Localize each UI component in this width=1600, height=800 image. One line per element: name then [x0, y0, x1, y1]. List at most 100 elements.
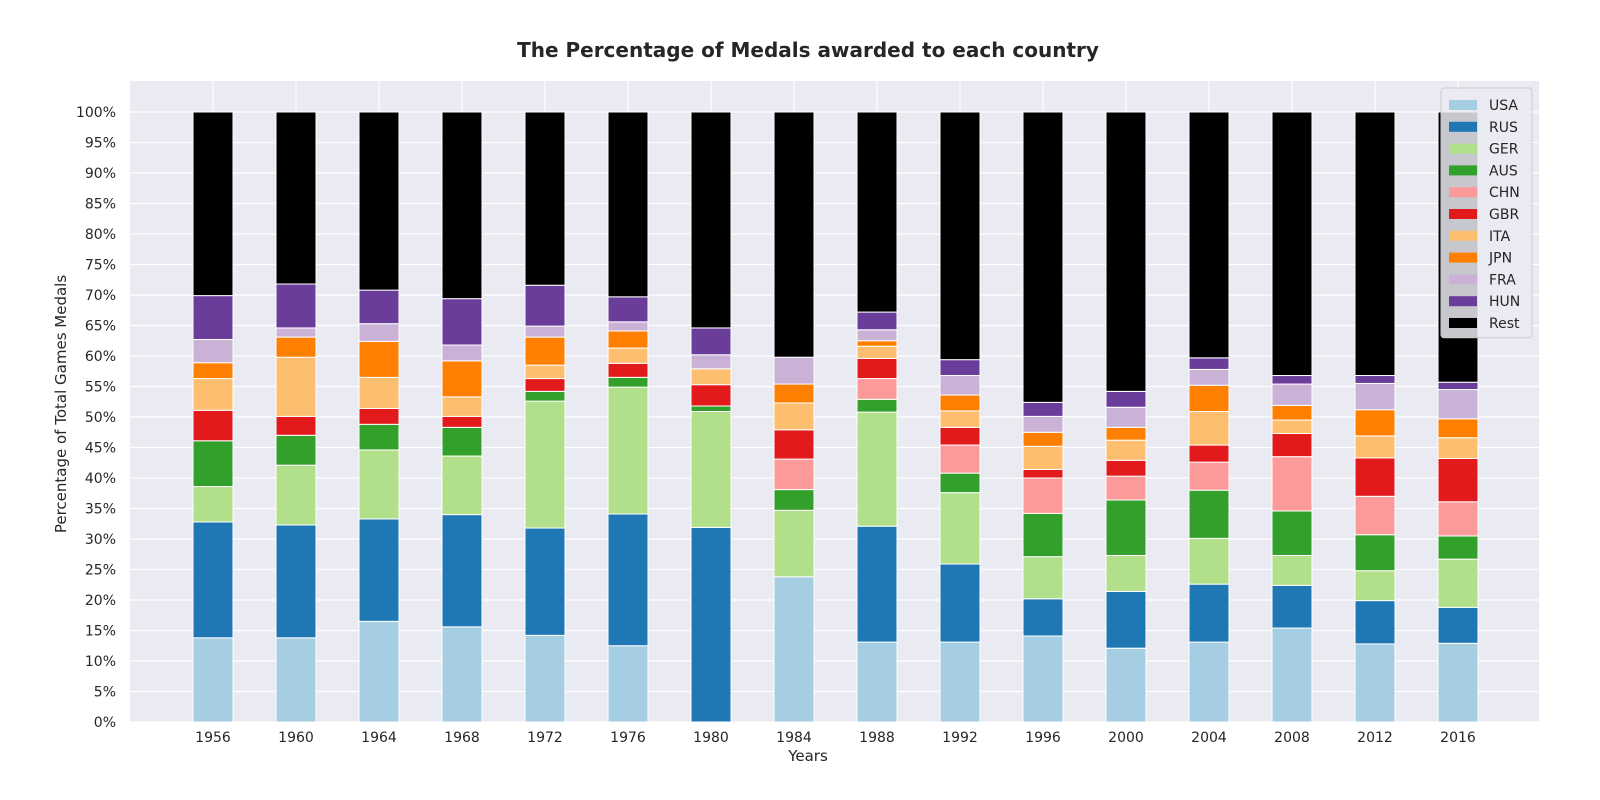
bar-segment-fra-1996: [1022, 415, 1064, 433]
bar-segment-usa-1996: [1022, 635, 1064, 723]
bar-segment-ita-2008: [1271, 419, 1313, 434]
y-tick-label: 75%: [85, 258, 116, 274]
y-tick-label: 80%: [85, 227, 116, 243]
bar-segment-fra-1960: [275, 327, 317, 338]
bar-segment-hun-1996: [1022, 401, 1064, 417]
bar-segment-fra-1980: [690, 354, 732, 370]
legend-swatch-ita: [1449, 230, 1477, 241]
legend-label-usa: USA: [1489, 98, 1518, 114]
bar-segment-aus-1976: [607, 376, 649, 388]
bar-segment-hun-1960: [275, 283, 317, 329]
bar-segment-jpn-1968: [441, 360, 483, 398]
y-tick-label: 45%: [85, 441, 116, 457]
x-tick-label: 1992: [942, 730, 978, 746]
bar-segment-gbr-1968: [441, 415, 483, 428]
y-tick-label: 100%: [76, 105, 116, 121]
bar-segment-rest-1992: [939, 111, 981, 361]
bar-segment-hun-1988: [856, 311, 898, 331]
bar-segment-ita-2000: [1105, 439, 1147, 461]
bar-segment-gbr-1980: [690, 384, 732, 407]
bar-segment-jpn-2004: [1188, 384, 1230, 413]
legend-swatch-ger: [1449, 143, 1477, 154]
bar-segment-fra-1992: [939, 375, 981, 396]
bar-segment-rus-2000: [1105, 590, 1147, 649]
bar-segment-jpn-1964: [358, 340, 400, 378]
bar-segment-chn-2004: [1188, 461, 1230, 491]
x-tick-label: 1972: [527, 730, 563, 746]
y-tick-label: 5%: [94, 685, 116, 701]
bar-segment-fra-1976: [607, 321, 649, 332]
bar-segment-ger-1972: [524, 400, 566, 529]
bar-segment-hun-1972: [524, 284, 566, 327]
bar-segment-hun-2012: [1354, 375, 1396, 384]
bar-segment-aus-1992: [939, 472, 981, 494]
bar-segment-usa-1976: [607, 645, 649, 723]
bar-segment-ger-1976: [607, 386, 649, 515]
bar-segment-fra-1988: [856, 329, 898, 342]
bar-segment-chn-1984: [773, 458, 815, 491]
bar-segment-chn-2000: [1105, 475, 1147, 501]
y-tick-label: 90%: [85, 166, 116, 182]
y-tick-label: 25%: [85, 563, 116, 579]
bar-segment-ita-2012: [1354, 435, 1396, 459]
bar-segment-ita-1984: [773, 402, 815, 431]
x-tick-label: 1996: [1025, 730, 1061, 746]
x-tick-label: 2008: [1274, 730, 1310, 746]
legend-label-rest: Rest: [1489, 316, 1520, 332]
bar-segment-fra-1964: [358, 323, 400, 342]
bar-segment-usa-1964: [358, 620, 400, 723]
bar-segment-gbr-2004: [1188, 444, 1230, 463]
bar-segment-aus-1984: [773, 489, 815, 511]
bar-segment-jpn-2016: [1437, 418, 1479, 439]
y-tick-label: 30%: [85, 532, 116, 548]
x-tick-label: 2016: [1440, 730, 1476, 746]
x-tick-label: 2012: [1357, 730, 1393, 746]
bar-segment-chn-2016: [1437, 501, 1479, 537]
legend-swatch-rus: [1449, 121, 1477, 132]
bar-segment-ger-1980: [690, 411, 732, 528]
bar-segment-ger-2004: [1188, 537, 1230, 585]
x-tick-label: 1976: [610, 730, 646, 746]
bar-segment-usa-2016: [1437, 642, 1479, 723]
bar-segment-usa-2004: [1188, 641, 1230, 723]
bar-segment-ita-2016: [1437, 437, 1479, 459]
bar-segment-ger-2000: [1105, 554, 1147, 592]
bar-segment-ita-1960: [275, 356, 317, 417]
bar-segment-rest-2000: [1105, 111, 1147, 392]
legend-swatch-aus: [1449, 165, 1477, 176]
bar-segment-usa-1972: [524, 634, 566, 723]
y-tick-label: 55%: [85, 380, 116, 396]
y-tick-label: 85%: [85, 197, 116, 213]
bar-segment-rest-2008: [1271, 111, 1313, 377]
bar-segment-jpn-1996: [1022, 431, 1064, 447]
x-tick-label: 1964: [361, 730, 397, 746]
bar-segment-jpn-2012: [1354, 409, 1396, 437]
y-tick-label: 65%: [85, 319, 116, 335]
x-tick-label: 1968: [444, 730, 480, 746]
bar-segment-rus-1976: [607, 513, 649, 647]
bar-segment-jpn-1956: [192, 362, 234, 380]
bar-segment-aus-2008: [1271, 510, 1313, 556]
bar-segment-chn-2008: [1271, 456, 1313, 512]
bar-segment-fra-2004: [1188, 368, 1230, 386]
bar-segment-aus-2016: [1437, 535, 1479, 560]
bar-segment-usa-1984: [773, 576, 815, 723]
bar-segment-rest-1964: [358, 111, 400, 291]
bar-segment-aus-1956: [192, 440, 234, 488]
legend-swatch-gbr: [1449, 209, 1477, 219]
bar-segment-gbr-1960: [275, 415, 317, 436]
legend-label-fra: FRA: [1489, 272, 1516, 288]
x-tick-label: 2000: [1108, 730, 1144, 746]
legend-label-rus: RUS: [1489, 120, 1518, 136]
bar-segment-rus-1968: [441, 514, 483, 628]
bar-segment-ita-1992: [939, 410, 981, 428]
bar-segment-rest-1996: [1022, 111, 1064, 403]
x-axis-label: Years: [787, 747, 828, 765]
bar-segment-rus-2004: [1188, 583, 1230, 643]
bar-segment-rus-2008: [1271, 584, 1313, 629]
bar-segment-gbr-1956: [192, 409, 234, 442]
x-tick-labels: 1956 1960 1964 1968 1972 1976 1980 1984 1988 1992…: [195, 730, 1476, 746]
bar-segment-hun-1976: [607, 296, 649, 323]
bar-segment-usa-1960: [275, 637, 317, 723]
